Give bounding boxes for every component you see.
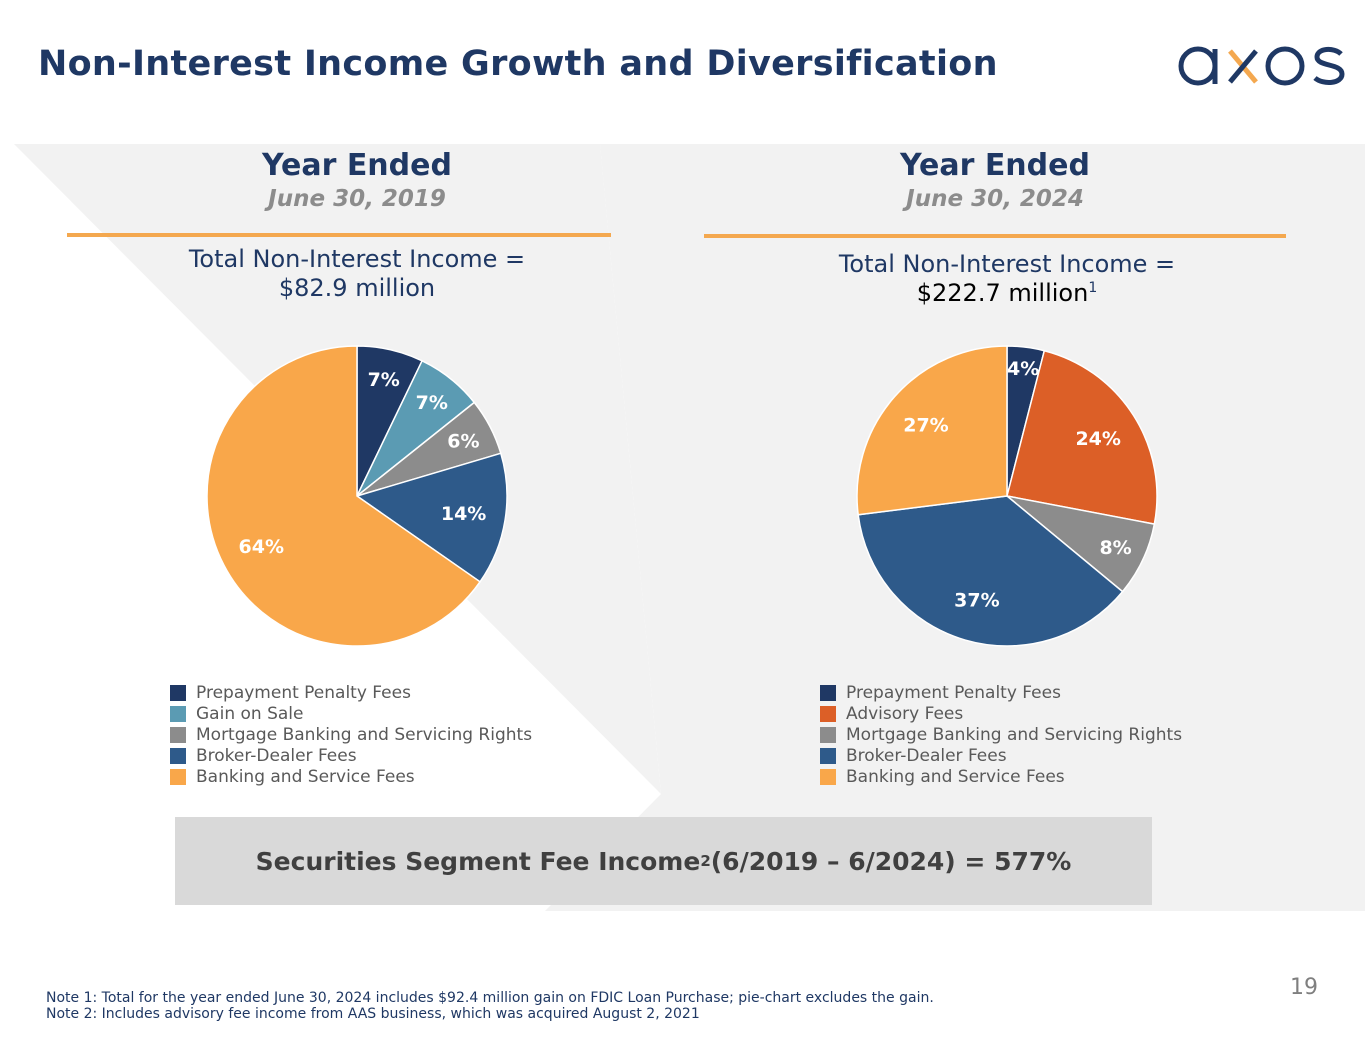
pie-chart-2019: 7% 7% 6% 14% 64% — [206, 345, 508, 647]
right-total-line2: $222.7 million — [916, 279, 1089, 307]
securities-callout: Securities Segment Fee Income 2 (6/2019 –… — [175, 817, 1152, 905]
legend-item-mortgage-banking-and-servicing-rights: Mortgage Banking and Servicing Rights — [820, 724, 1182, 745]
legend-label: Banking and Service Fees — [846, 766, 1065, 787]
pie-label-prepayment-penalty-fees: 7% — [368, 369, 400, 391]
right-total: Total Non-Interest Income = $222.7 milli… — [727, 250, 1287, 308]
pie-chart-2024: 4% 24% 8% 37% 27% — [856, 345, 1158, 647]
legend-label: Broker-Dealer Fees — [196, 745, 357, 766]
legend-swatch — [170, 684, 186, 701]
legend-swatch — [820, 747, 836, 764]
left-total-line2: $82.9 million — [278, 274, 436, 302]
legend-item-prepayment-penalty-fees: Prepayment Penalty Fees — [820, 682, 1182, 703]
legend-label: Banking and Service Fees — [196, 766, 415, 787]
right-year-heading: Year Ended — [900, 148, 1090, 183]
pie-label-gain-on-sale: 7% — [416, 392, 448, 414]
legend-label: Broker-Dealer Fees — [846, 745, 1007, 766]
legend-item-gain-on-sale: Gain on Sale — [170, 703, 532, 724]
legend-2024: Prepayment Penalty Fees Advisory Fees Mort… — [820, 682, 1182, 787]
legend-item-broker-dealer-fees: Broker-Dealer Fees — [170, 745, 532, 766]
pie-label-prepayment-penalty-fees: 4% — [1007, 358, 1039, 380]
legend-item-broker-dealer-fees: Broker-Dealer Fees — [820, 745, 1182, 766]
legend-item-mortgage-banking-and-servicing-rights: Mortgage Banking and Servicing Rights — [170, 724, 532, 745]
pie-label-broker-dealer-fees: 14% — [441, 503, 486, 525]
legend-swatch — [820, 726, 836, 743]
right-year-date: June 30, 2024 — [906, 186, 1084, 212]
right-panel-header: Year Ended June 30, 2024 — [715, 148, 1275, 214]
pie-slice-broker-dealer-fees — [355, 452, 508, 583]
legend-label: Prepayment Penalty Fees — [846, 682, 1061, 703]
left-total: Total Non-Interest Income = $82.9 millio… — [77, 245, 637, 303]
pie-label-banking-and-service-fees: 27% — [903, 415, 948, 437]
left-year-date: June 30, 2019 — [268, 186, 446, 212]
note-1: Note 1: Total for the year ended June 30… — [46, 990, 934, 1006]
legend-swatch — [170, 726, 186, 743]
pie-label-advisory-fees: 24% — [1075, 428, 1120, 450]
left-total-line1: Total Non-Interest Income = — [188, 245, 526, 273]
right-total-line1: Total Non-Interest Income = — [838, 250, 1176, 278]
pie-label-mortgage-banking-and-servicing-rights: 6% — [447, 430, 479, 452]
pie-slice-banking-and-service-fees — [206, 345, 482, 647]
pie-label-mortgage-banking-and-servicing-rights: 8% — [1099, 537, 1131, 559]
legend-swatch — [820, 705, 836, 722]
legend-swatch — [170, 768, 186, 785]
legend-label: Advisory Fees — [846, 703, 964, 724]
left-year-heading: Year Ended — [262, 148, 452, 183]
footnotes: Note 1: Total for the year ended June 30… — [46, 990, 934, 1022]
legend-item-banking-and-service-fees: Banking and Service Fees — [820, 766, 1182, 787]
axos-logo — [1178, 46, 1345, 86]
legend-2019: Prepayment Penalty Fees Gain on Sale Mortg… — [170, 682, 532, 787]
legend-label: Prepayment Penalty Fees — [196, 682, 411, 703]
note-2: Note 2: Includes advisory fee income fro… — [46, 1006, 700, 1022]
pie-slice-banking-and-service-fees — [856, 345, 1008, 516]
pie-label-banking-and-service-fees: 64% — [239, 536, 284, 558]
legend-swatch — [820, 684, 836, 701]
page-title: Non-Interest Income Growth and Diversifi… — [38, 44, 998, 84]
right-divider — [704, 234, 1286, 238]
legend-item-banking-and-service-fees: Banking and Service Fees — [170, 766, 532, 787]
legend-label: Mortgage Banking and Servicing Rights — [846, 724, 1183, 745]
pie-slice-advisory-fees — [1006, 349, 1158, 525]
legend-swatch — [170, 747, 186, 764]
legend-swatch — [820, 768, 836, 785]
legend-item-advisory-fees: Advisory Fees — [820, 703, 1182, 724]
callout-text-after: (6/2019 – 6/2024) = 577% — [710, 846, 1072, 876]
legend-item-prepayment-penalty-fees: Prepayment Penalty Fees — [170, 682, 532, 703]
right-total-footnote: 1 — [1088, 280, 1098, 296]
pie-slice-broker-dealer-fees — [857, 495, 1124, 647]
pie-label-broker-dealer-fees: 37% — [954, 590, 999, 612]
legend-swatch — [170, 705, 186, 722]
left-divider — [67, 233, 611, 237]
callout-text-before: Securities Segment Fee Income — [255, 846, 701, 876]
legend-label: Gain on Sale — [196, 703, 304, 724]
left-panel-header: Year Ended June 30, 2019 — [77, 148, 637, 214]
legend-label: Mortgage Banking and Servicing Rights — [196, 724, 533, 745]
page-number: 19 — [1290, 975, 1318, 1000]
